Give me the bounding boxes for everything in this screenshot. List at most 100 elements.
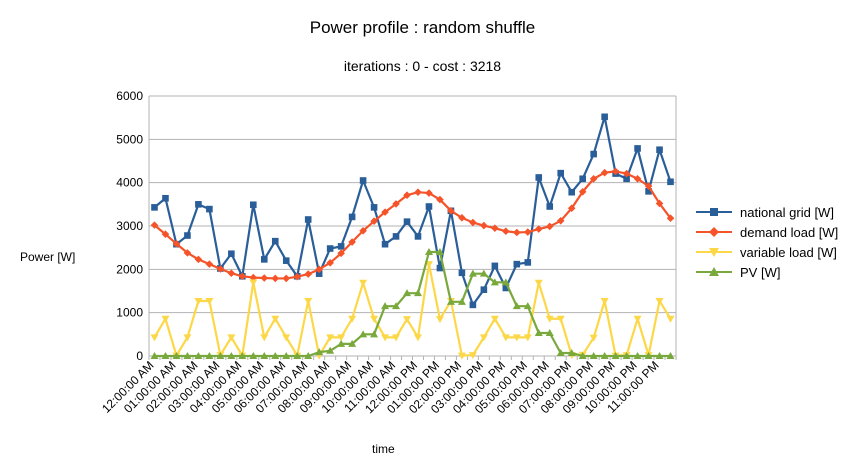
data-point bbox=[282, 352, 291, 359]
y-tick-label: 4000 bbox=[116, 176, 143, 190]
data-point bbox=[611, 167, 620, 176]
data-point bbox=[490, 315, 499, 323]
chart-title: Power profile : random shuffle bbox=[309, 18, 536, 37]
series-line-2 bbox=[153, 263, 672, 357]
data-point bbox=[150, 352, 159, 359]
data-point bbox=[293, 352, 302, 359]
data-point bbox=[151, 204, 158, 211]
data-point bbox=[666, 214, 675, 222]
data-point bbox=[216, 265, 225, 273]
data-point bbox=[435, 316, 444, 324]
legend-label-variable-load: variable load [W] bbox=[740, 244, 837, 260]
data-point bbox=[611, 352, 620, 359]
data-point bbox=[480, 286, 488, 293]
data-point bbox=[424, 248, 433, 255]
data-point bbox=[633, 352, 642, 359]
data-point bbox=[150, 334, 159, 342]
data-point bbox=[513, 260, 521, 268]
data-point bbox=[359, 330, 368, 338]
data-point bbox=[260, 274, 269, 282]
data-point bbox=[315, 265, 323, 274]
data-point bbox=[534, 279, 543, 287]
data-point bbox=[403, 191, 411, 200]
data-point bbox=[315, 270, 323, 277]
y-tick-label: 2000 bbox=[116, 262, 143, 276]
x-axis-label: time bbox=[372, 442, 395, 456]
data-point bbox=[403, 289, 412, 297]
legend-swatch-demand-load bbox=[696, 227, 732, 237]
data-point bbox=[282, 274, 291, 283]
data-point bbox=[370, 204, 378, 211]
data-point bbox=[348, 238, 356, 246]
data-point bbox=[205, 352, 214, 359]
data-point bbox=[523, 302, 532, 310]
data-point bbox=[370, 315, 379, 323]
data-point bbox=[216, 352, 225, 359]
data-point bbox=[589, 334, 598, 342]
y-tick-label: 1000 bbox=[116, 306, 143, 320]
data-point bbox=[326, 245, 334, 252]
series-2 bbox=[150, 261, 675, 360]
data-point bbox=[491, 262, 499, 270]
data-point bbox=[523, 334, 532, 342]
data-point bbox=[304, 216, 312, 223]
data-point bbox=[172, 239, 181, 248]
legend-swatch-national-grid bbox=[696, 208, 732, 216]
data-point bbox=[194, 255, 203, 264]
data-point bbox=[392, 233, 400, 240]
data-point bbox=[490, 278, 499, 286]
data-point bbox=[403, 316, 412, 324]
data-point bbox=[513, 228, 521, 237]
data-point bbox=[183, 334, 192, 342]
data-point bbox=[205, 297, 214, 305]
data-point bbox=[425, 203, 433, 210]
data-point bbox=[249, 352, 258, 359]
data-point bbox=[282, 257, 290, 264]
data-point bbox=[458, 269, 466, 277]
data-point bbox=[666, 352, 675, 359]
data-point bbox=[359, 279, 368, 287]
data-point bbox=[260, 256, 268, 263]
data-point bbox=[436, 264, 444, 272]
legend-label-national-grid: national grid [W] bbox=[740, 204, 834, 220]
data-point bbox=[293, 272, 302, 281]
data-point bbox=[249, 279, 258, 287]
data-point bbox=[370, 330, 379, 338]
data-point bbox=[545, 329, 554, 337]
data-point bbox=[468, 352, 477, 360]
data-point bbox=[557, 169, 565, 177]
data-point bbox=[480, 221, 488, 230]
series-line-0 bbox=[153, 115, 672, 306]
data-point bbox=[392, 200, 400, 208]
data-point bbox=[479, 269, 488, 277]
data-point bbox=[271, 315, 280, 323]
data-point bbox=[425, 189, 433, 197]
chart-subtitle: iterations : 0 - cost : 3218 bbox=[343, 58, 502, 74]
series-layer bbox=[150, 113, 675, 360]
data-point bbox=[556, 348, 565, 356]
data-point bbox=[633, 315, 642, 323]
data-point bbox=[435, 248, 444, 255]
data-point bbox=[359, 226, 367, 235]
data-point bbox=[194, 352, 203, 359]
data-point bbox=[260, 352, 269, 359]
data-point bbox=[578, 352, 587, 359]
data-point bbox=[457, 352, 466, 360]
data-point bbox=[436, 195, 444, 204]
data-point bbox=[469, 218, 477, 227]
data-point bbox=[370, 217, 378, 226]
data-point bbox=[644, 352, 653, 359]
data-point bbox=[479, 334, 488, 342]
data-point bbox=[568, 188, 575, 196]
data-point bbox=[392, 334, 401, 342]
data-point bbox=[184, 232, 191, 239]
data-point bbox=[337, 339, 346, 347]
data-point bbox=[228, 250, 235, 258]
data-point bbox=[655, 297, 664, 305]
data-point bbox=[304, 352, 313, 359]
y-axis-label: Power [W] bbox=[20, 250, 76, 264]
series-0 bbox=[151, 113, 674, 309]
data-point bbox=[161, 315, 170, 323]
legend-item-variable-load: variable load [W] bbox=[696, 242, 838, 262]
